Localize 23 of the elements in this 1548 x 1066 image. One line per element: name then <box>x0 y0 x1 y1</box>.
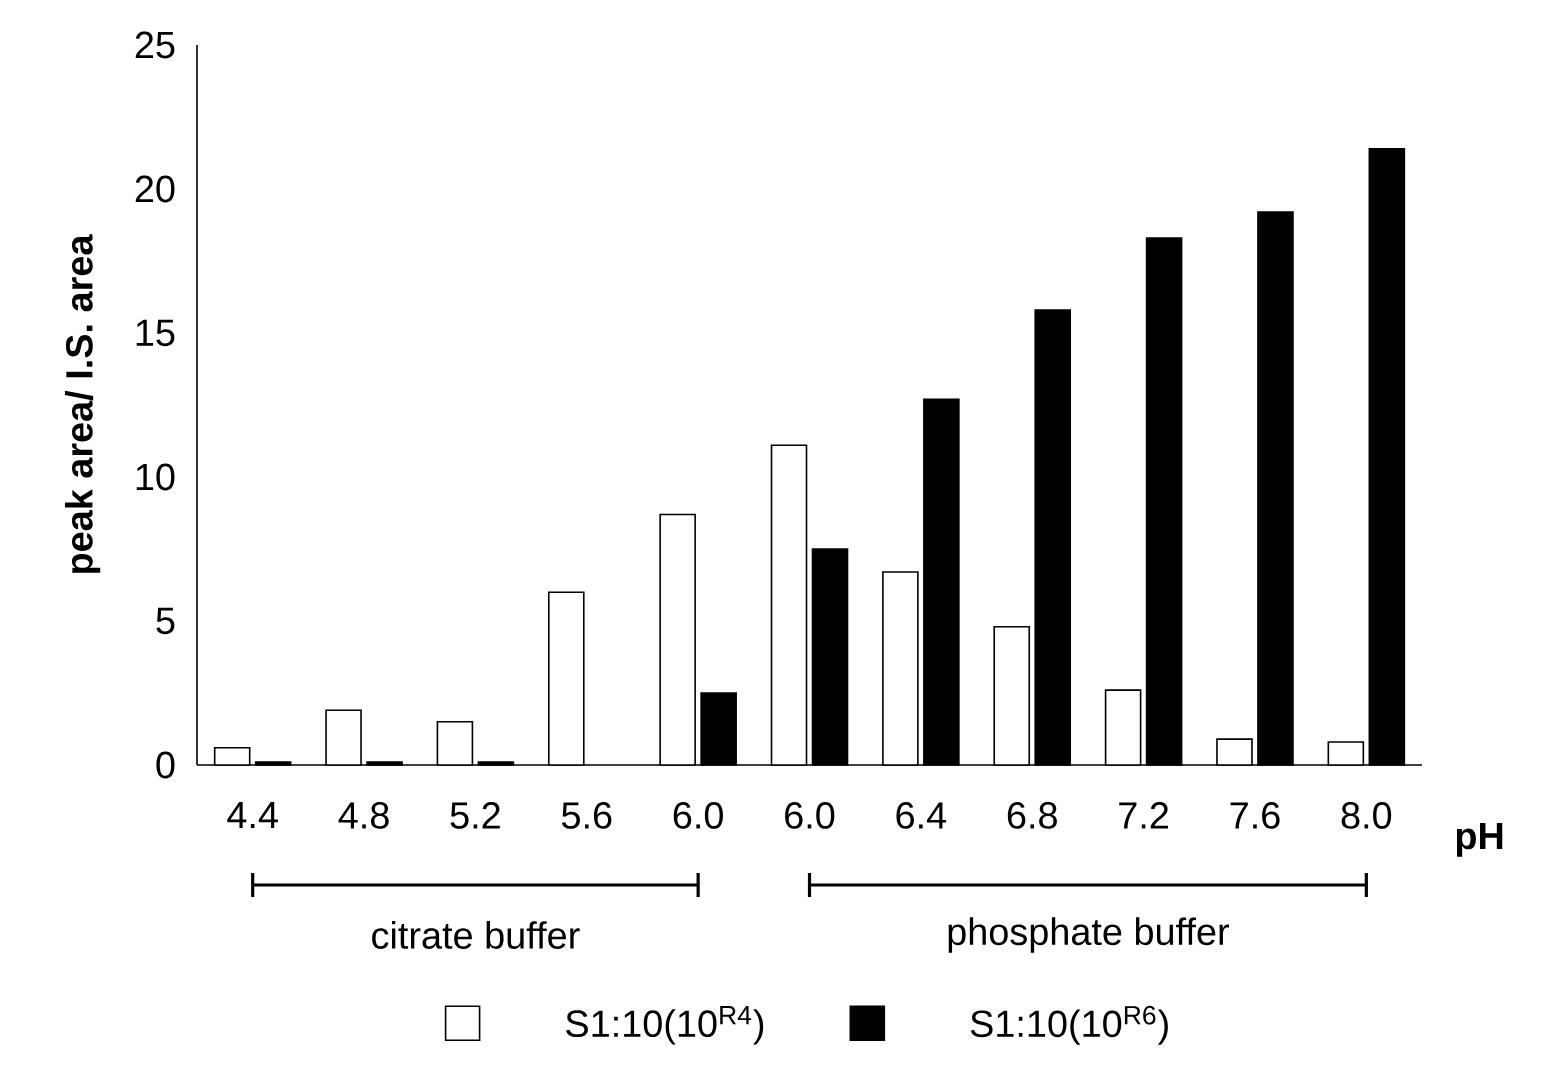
x-tick-label: 6.0 <box>785 802 835 829</box>
legend-label: S1:10(10$^{R4}$) <box>566 1006 764 1045</box>
legend-label: S1:10(10$^{R6}$) <box>970 1005 1168 1045</box>
x-tick-label: 7.6 <box>1230 802 1280 829</box>
x-axis-title: pH <box>1456 822 1503 857</box>
x-tick-label: 6.8 <box>1007 802 1057 829</box>
x-tick-label: 4.4 <box>227 802 278 829</box>
y-axis-title: peak area/ I.S. area <box>64 234 101 573</box>
y-tick-label: 25 <box>135 31 175 59</box>
x-tick-label: 8.0 <box>1341 802 1392 829</box>
x-tick-label: 7.2 <box>1119 802 1169 829</box>
y-tick-label: 20 <box>135 175 175 203</box>
y-tick-label: 0 <box>156 751 175 779</box>
x-tick-label: 6.0 <box>673 802 723 829</box>
y-tick-label: 5 <box>156 607 175 635</box>
x-tick-label: 5.6 <box>561 802 612 829</box>
text: phosphate buffer <box>948 917 1229 953</box>
y-tick-label: 15 <box>136 319 175 347</box>
x-tick-label: 4.8 <box>338 802 389 829</box>
text: citrate buffer <box>372 921 580 949</box>
x-tick-label: 6.4 <box>896 802 947 829</box>
y-tick-label: 10 <box>136 463 175 491</box>
x-tick-label: 5.2 <box>450 802 500 829</box>
